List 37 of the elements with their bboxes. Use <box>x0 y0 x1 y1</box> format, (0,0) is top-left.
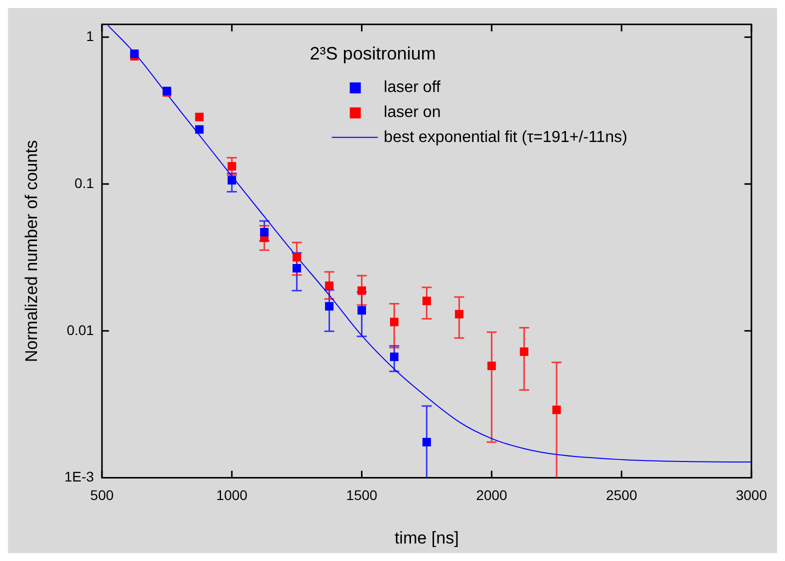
point <box>390 318 398 326</box>
point <box>292 253 302 262</box>
x-tick-label: 2500 <box>606 487 638 504</box>
legend-label: laser off <box>384 78 441 96</box>
x-tick-label: 1500 <box>346 487 378 504</box>
point <box>422 438 431 446</box>
point <box>195 125 204 134</box>
y-tick-label: 0.1 <box>74 174 94 191</box>
point <box>358 286 366 295</box>
legend-title: 2³S positronium <box>310 43 436 64</box>
point <box>292 264 302 272</box>
point <box>390 352 398 362</box>
point <box>228 176 236 185</box>
point <box>520 347 528 356</box>
point <box>358 306 366 315</box>
x-tick-label: 500 <box>90 487 114 504</box>
y-tick-label: 0.01 <box>66 322 94 338</box>
y-tick-label: 1E-3 <box>64 468 94 485</box>
point <box>552 406 561 414</box>
x-axis-title: time [ns] <box>394 528 459 548</box>
legend-label: laser on <box>384 104 441 121</box>
y-axis-title: Normalized number of counts <box>22 140 41 362</box>
point <box>325 302 334 311</box>
point <box>195 112 204 122</box>
point <box>325 281 334 290</box>
x-tick-label: 1000 <box>216 487 248 504</box>
y-tick-label: 1 <box>86 28 94 44</box>
line-series <box>107 24 752 463</box>
point <box>228 162 236 171</box>
x-tick-label: 2000 <box>476 487 508 504</box>
point <box>260 228 269 236</box>
x-tick-label: 3000 <box>736 487 768 504</box>
point <box>454 310 464 318</box>
point <box>130 50 139 58</box>
point <box>422 296 431 306</box>
point <box>487 362 496 370</box>
legend-label: best exponential fit (τ=191+/-11ns) <box>384 128 628 146</box>
